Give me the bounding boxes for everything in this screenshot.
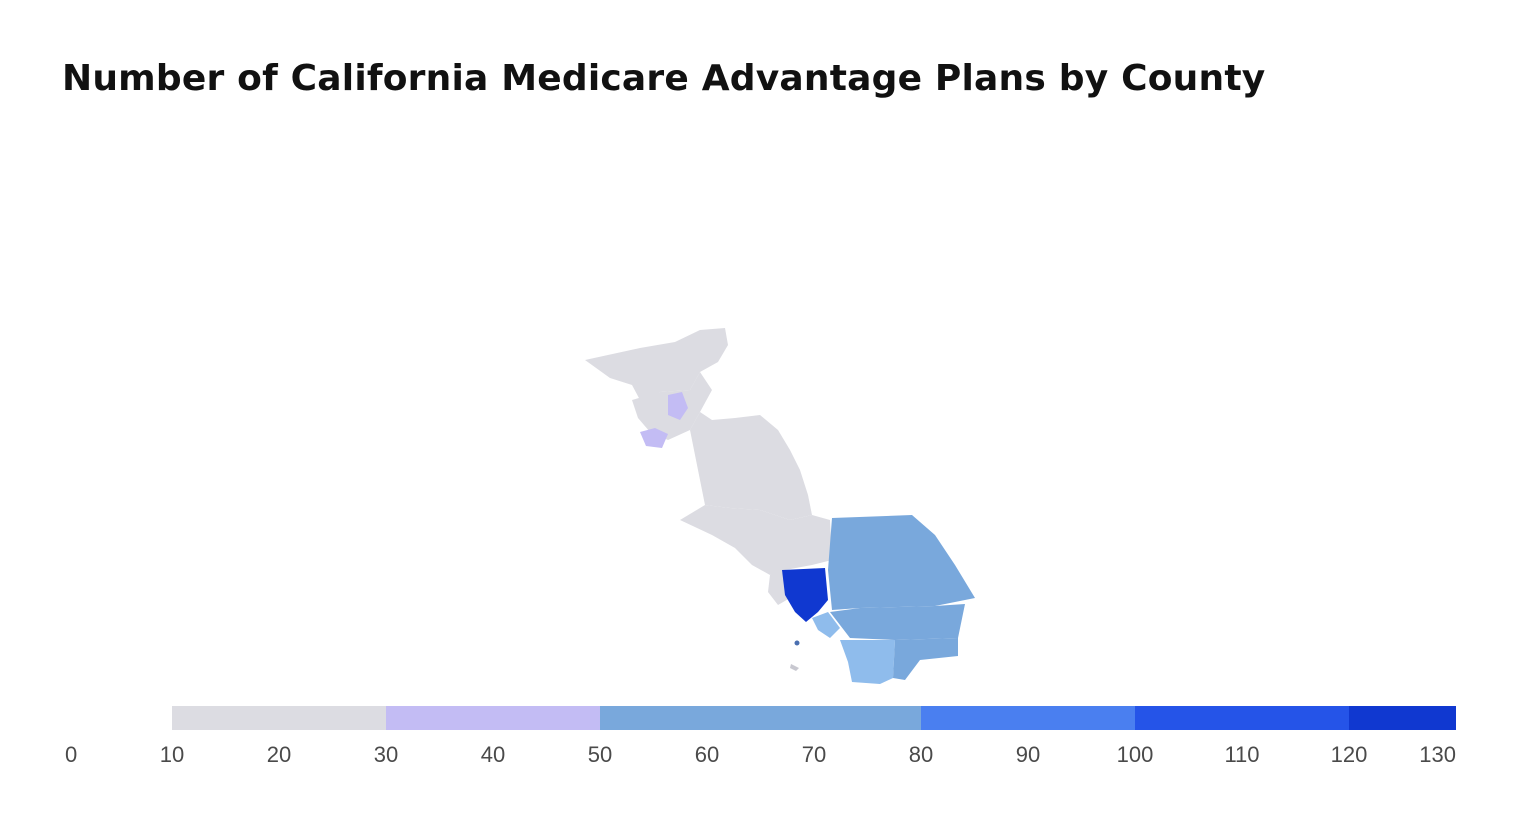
legend-tick-label: 30 [374,742,398,767]
legend-tick-label: 90 [1016,742,1040,767]
legend-tick-label: 120 [1331,742,1368,767]
county-san-diego[interactable] [840,640,895,684]
legend-tick-label: 60 [695,742,719,767]
legend-bin-80-100 [921,706,1135,730]
california-counties [585,328,975,684]
county-los-angeles[interactable] [782,568,828,622]
legend-bin-100-120 [1135,706,1349,730]
legend-bin-10-30 [172,706,386,730]
county-riverside[interactable] [830,604,965,640]
county-orange[interactable] [812,612,840,638]
legend-tick-label: 50 [588,742,612,767]
legend-bins [172,706,1456,730]
legend-tick-label: 10 [160,742,184,767]
legend-bin-120-130 [1349,706,1456,730]
legend-tick-label: 110 [1224,742,1259,767]
county-imperial[interactable] [893,638,958,680]
legend-bin-50-80 [600,706,921,730]
county-bay-area-south[interactable] [640,428,668,448]
legend-tick-label: 20 [267,742,291,767]
legend-tick-label: 40 [481,742,505,767]
legend-tick-label: 130 [1419,742,1456,767]
chart-title: Number of California Medicare Advantage … [62,58,1266,99]
legend-bin-30-50 [386,706,600,730]
legend-ticks: 0 10 20 30 40 50 60 70 80 90 100 110 120 130 [65,742,1456,767]
color-scale-legend: 0 10 20 30 40 50 60 70 80 90 100 110 120 130 [65,706,1456,767]
county-northwest[interactable] [585,328,728,400]
legend-tick-label: 70 [802,742,826,767]
legend-tick-label: 80 [909,742,933,767]
county-bay-area-north[interactable] [668,392,688,420]
county-central-valley[interactable] [690,412,812,520]
island-santa-catalina [794,640,800,646]
county-san-bernardino[interactable] [828,515,975,610]
county-central-coast[interactable] [680,505,832,575]
island-san-clemente [790,664,799,671]
legend-tick-label: 0 [65,742,77,767]
legend-tick-label: 100 [1117,742,1154,767]
